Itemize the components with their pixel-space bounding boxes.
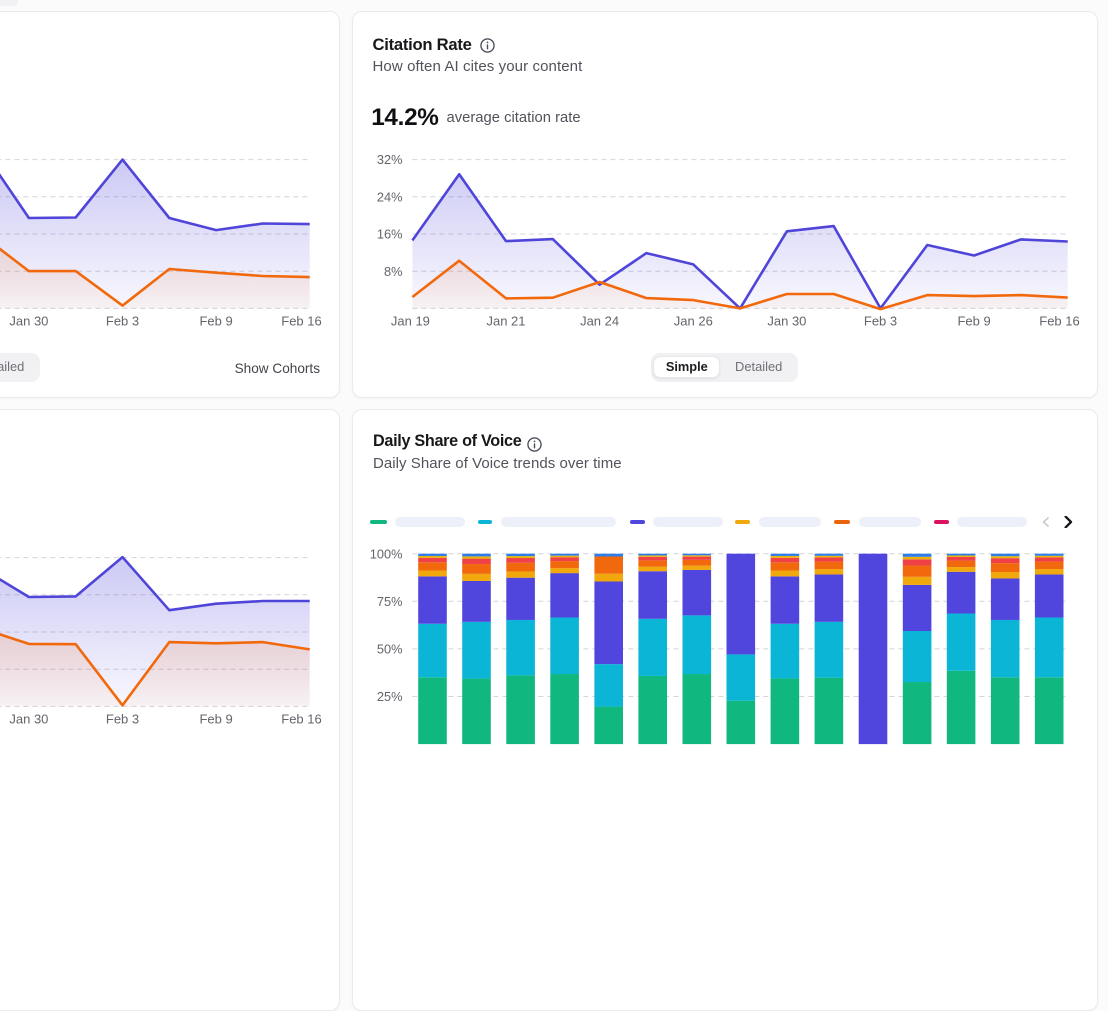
- svg-text:Jan 30: Jan 30: [9, 313, 48, 328]
- svg-text:Jan 30: Jan 30: [9, 711, 48, 726]
- svg-text:Feb 9: Feb 9: [199, 711, 232, 726]
- svg-text:Jan 19: Jan 19: [391, 313, 430, 328]
- svg-text:Feb 9: Feb 9: [199, 313, 232, 328]
- svg-text:Feb 3: Feb 3: [864, 313, 897, 328]
- svg-text:24%: 24%: [377, 189, 403, 204]
- svg-text:Feb 9: Feb 9: [957, 313, 990, 328]
- svg-text:8%: 8%: [384, 264, 403, 279]
- svg-text:75%: 75%: [377, 594, 403, 609]
- svg-text:Feb 3: Feb 3: [106, 313, 139, 328]
- svg-text:100%: 100%: [370, 546, 403, 561]
- svg-text:25%: 25%: [377, 689, 403, 704]
- svg-text:Feb 3: Feb 3: [106, 711, 139, 726]
- svg-text:Jan 30: Jan 30: [767, 313, 806, 328]
- svg-text:32%: 32%: [377, 152, 403, 167]
- svg-text:Jan 21: Jan 21: [486, 313, 525, 328]
- svg-text:50%: 50%: [377, 642, 403, 657]
- svg-text:16%: 16%: [377, 227, 403, 242]
- svg-text:Feb 16: Feb 16: [1039, 313, 1079, 328]
- svg-text:Feb 16: Feb 16: [281, 711, 321, 726]
- svg-text:Jan 26: Jan 26: [674, 313, 713, 328]
- svg-text:Feb 16: Feb 16: [281, 313, 321, 328]
- svg-text:Jan 24: Jan 24: [580, 313, 619, 328]
